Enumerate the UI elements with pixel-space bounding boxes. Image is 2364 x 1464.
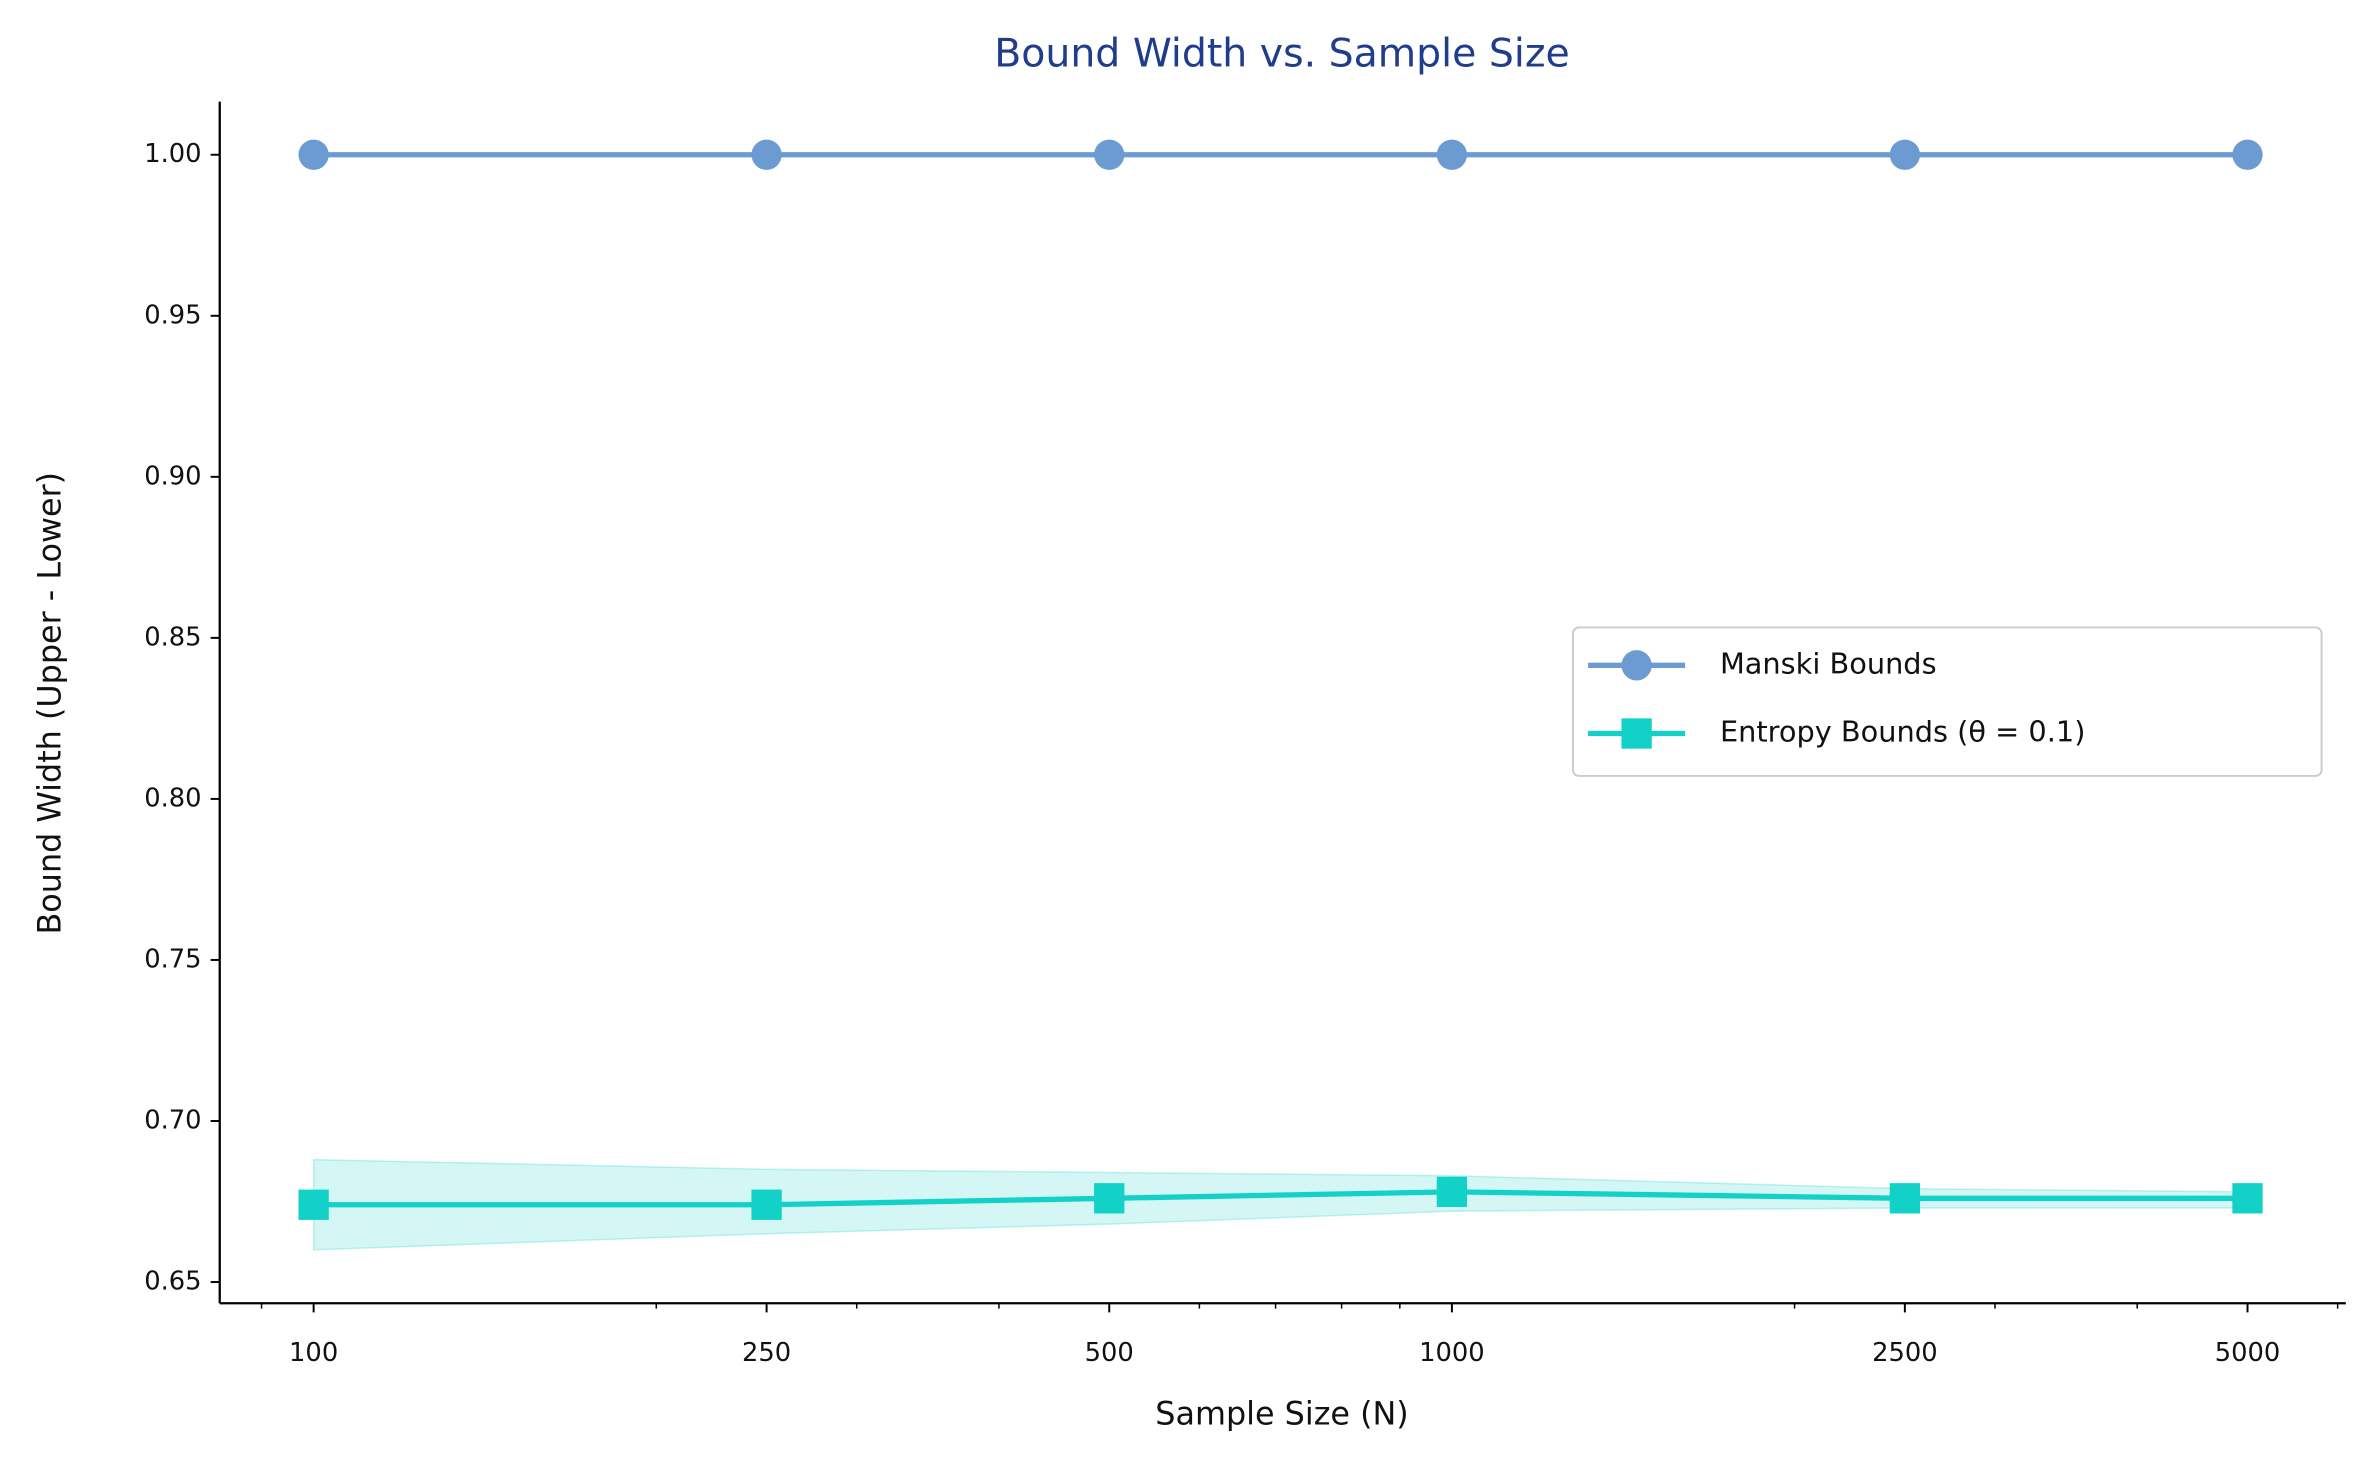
- chart-title: Bound Width vs. Sample Size: [994, 31, 1569, 77]
- marker: [751, 139, 782, 170]
- y-axis-label: Bound Width (Upper - Lower): [31, 472, 69, 935]
- y-tick-label: 1.00: [144, 139, 201, 169]
- marker: [1436, 1176, 1468, 1208]
- y-tick-label: 0.65: [144, 1267, 201, 1297]
- marker: [298, 139, 329, 170]
- marker: [1889, 1183, 1921, 1214]
- legend-label: Entropy Bounds (θ = 0.1): [1720, 715, 2085, 749]
- x-axis-label: Sample Size (N): [1155, 1394, 1408, 1432]
- y-tick-label: 0.75: [144, 944, 201, 974]
- legend-label: Manski Bounds: [1720, 646, 1937, 680]
- x-tick-label: 100: [289, 1338, 338, 1368]
- x-tick-label: 1000: [1419, 1338, 1485, 1368]
- marker: [1436, 139, 1468, 170]
- marker: [2232, 1183, 2263, 1214]
- legend-marker: [1621, 718, 1652, 749]
- y-tick-label: 0.90: [144, 461, 201, 491]
- legend: Manski Bounds Entropy Bounds (θ = 0.1): [1571, 626, 2323, 777]
- marker: [1889, 139, 1921, 170]
- marker: [751, 1189, 782, 1220]
- x-tick-label: 5000: [2215, 1338, 2281, 1368]
- y-tick-label: 0.85: [144, 622, 201, 652]
- x-tick-label: 250: [742, 1338, 791, 1368]
- y-tick-label: 0.95: [144, 300, 201, 330]
- x-tick-label: 2500: [1872, 1338, 1938, 1368]
- marker: [298, 1189, 329, 1220]
- marker: [1094, 1183, 1125, 1214]
- x-tick-label: 500: [1085, 1338, 1134, 1368]
- marker: [1094, 139, 1125, 170]
- legend-marker: [1621, 650, 1652, 681]
- y-tick-label: 0.70: [144, 1105, 201, 1135]
- y-tick-label: 0.80: [144, 783, 201, 813]
- series-line: [313, 1189, 2248, 1208]
- legend-box: [1571, 626, 2323, 777]
- marker: [2232, 139, 2263, 170]
